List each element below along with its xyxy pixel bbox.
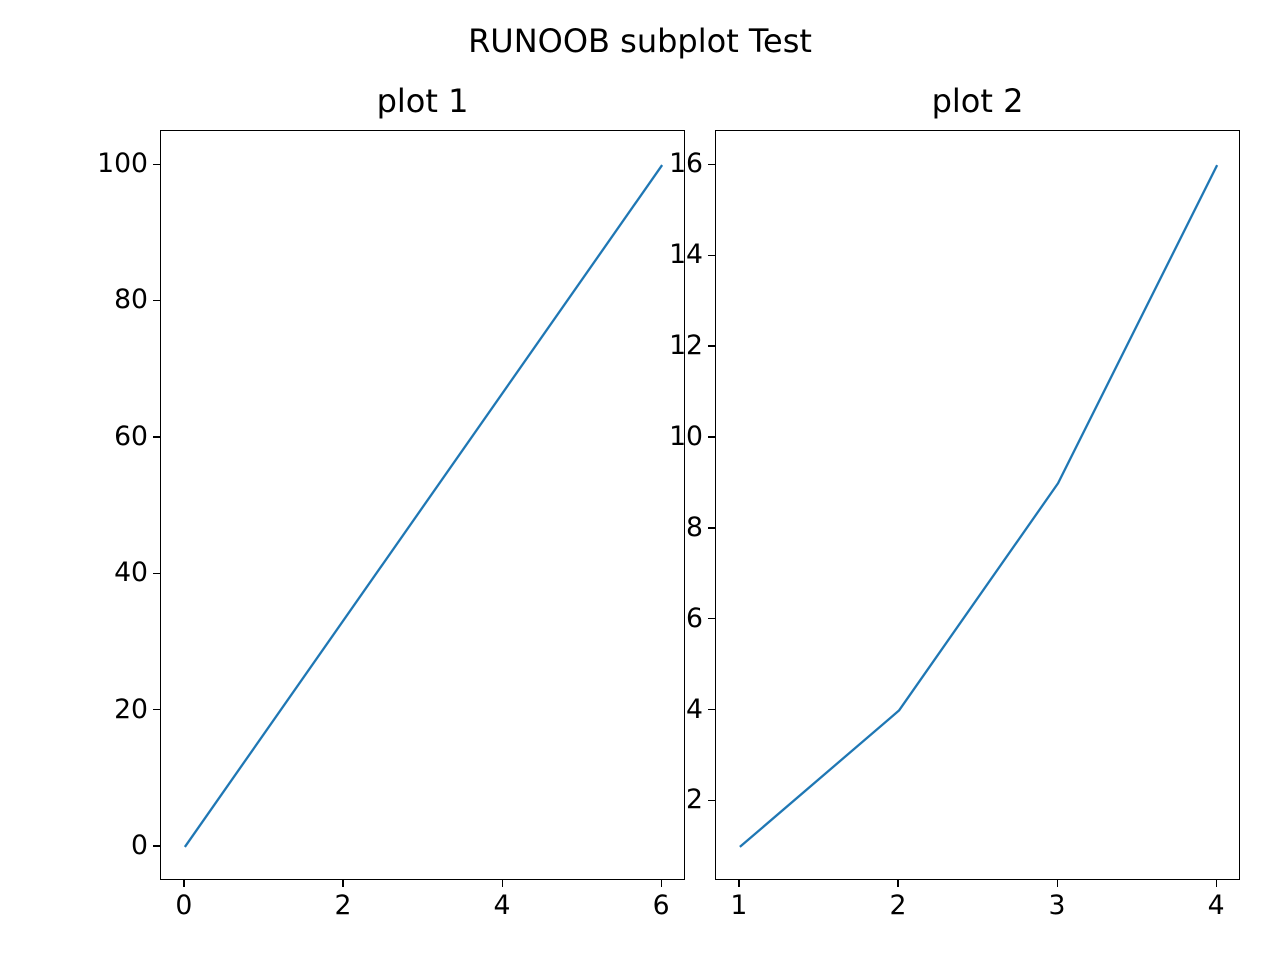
y-tick-label: 16 [669, 148, 703, 179]
y-tick-mark [153, 573, 160, 574]
x-tick-mark [661, 880, 662, 887]
y-tick-mark [153, 709, 160, 710]
y-tick-mark [153, 300, 160, 301]
y-tick-label: 6 [686, 603, 703, 634]
y-tick-mark [708, 618, 715, 619]
y-tick-label: 100 [97, 148, 148, 179]
x-tick-label: 6 [631, 890, 691, 921]
subplot-1-title: plot 1 [160, 82, 685, 120]
subplot-1-axes [160, 130, 685, 880]
y-tick-mark [708, 800, 715, 801]
x-tick-label: 4 [472, 890, 532, 921]
y-tick-label: 60 [114, 421, 148, 452]
y-tick-mark [708, 255, 715, 256]
x-tick-label: 1 [709, 890, 769, 921]
y-tick-label: 4 [686, 694, 703, 725]
y-tick-mark [708, 345, 715, 346]
y-tick-mark [153, 845, 160, 846]
x-tick-mark [1216, 880, 1217, 887]
y-tick-mark [153, 436, 160, 437]
y-tick-label: 2 [686, 784, 703, 815]
x-tick-label: 2 [313, 890, 373, 921]
y-tick-label: 8 [686, 512, 703, 543]
y-tick-mark [708, 709, 715, 710]
y-tick-label: 20 [114, 694, 148, 725]
x-tick-label: 2 [868, 890, 928, 921]
figure-suptitle: RUNOOB subplot Test [0, 22, 1280, 60]
y-tick-label: 80 [114, 284, 148, 315]
y-tick-label: 14 [669, 239, 703, 270]
subplot-2-axes [715, 130, 1240, 880]
x-tick-label: 3 [1027, 890, 1087, 921]
y-tick-mark [708, 164, 715, 165]
x-tick-mark [502, 880, 503, 887]
figure: RUNOOB subplot Test plot 1 plot 2 024602… [0, 0, 1280, 960]
y-tick-label: 10 [669, 421, 703, 452]
subplot-2-line [716, 131, 1241, 881]
subplot-2-title: plot 2 [715, 82, 1240, 120]
x-tick-label: 4 [1186, 890, 1246, 921]
y-tick-label: 12 [669, 330, 703, 361]
y-tick-label: 0 [131, 830, 148, 861]
x-tick-mark [738, 880, 739, 887]
y-tick-mark [153, 164, 160, 165]
x-tick-mark [183, 880, 184, 887]
y-tick-label: 40 [114, 557, 148, 588]
x-tick-mark [342, 880, 343, 887]
x-tick-mark [1057, 880, 1058, 887]
x-tick-mark [897, 880, 898, 887]
x-tick-label: 0 [154, 890, 214, 921]
y-tick-mark [708, 436, 715, 437]
y-tick-mark [708, 527, 715, 528]
subplot-1-line [161, 131, 686, 881]
